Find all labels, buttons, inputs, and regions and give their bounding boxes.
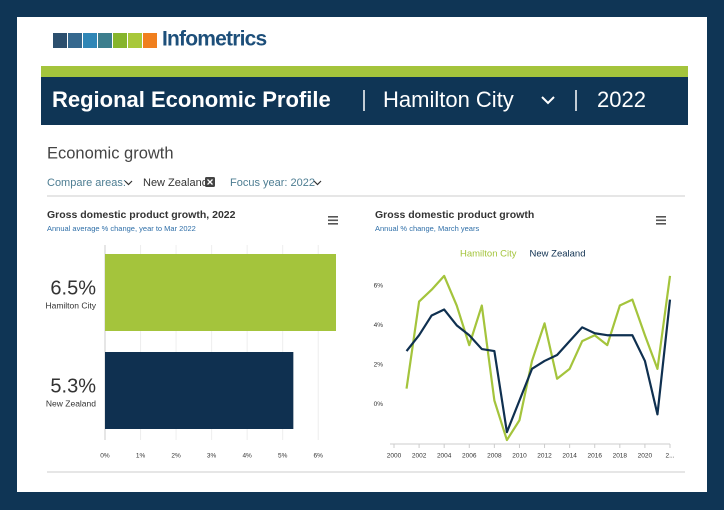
- category-label: Hamilton City: [45, 300, 96, 310]
- line: [405, 299, 672, 434]
- x-tick-label: 5%: [278, 453, 288, 460]
- x-tick-label: 4%: [242, 453, 252, 460]
- banner-title: Regional Economic Profile: [52, 87, 331, 112]
- logo-square: [68, 33, 82, 48]
- compare-label[interactable]: Compare areas:: [47, 177, 126, 189]
- x-tick-label: 2000: [387, 453, 402, 460]
- logo-square: [113, 33, 127, 48]
- x-tick-label: 0%: [100, 453, 110, 460]
- focus-year[interactable]: Focus year: 2022: [230, 177, 315, 189]
- menu-bar[interactable]: [328, 216, 338, 218]
- menu-icon[interactable]: [328, 216, 338, 225]
- x-tick-label: 1%: [136, 453, 146, 460]
- logo-square: [53, 33, 67, 48]
- logo-square: [83, 33, 97, 48]
- chart-subtitle: Annual average % change, year to Mar 202…: [47, 224, 196, 233]
- x-tick-label: 2002: [412, 453, 427, 460]
- region-select[interactable]: Hamilton City: [383, 87, 514, 112]
- y-tick-label: 2%: [374, 362, 384, 369]
- chart-title: Gross domestic product growth, 2022: [47, 209, 236, 221]
- chart-subtitle: Annual % change, March years: [375, 224, 479, 233]
- x-tick-label: 2014: [562, 453, 577, 460]
- x-tick-label: 2...: [665, 453, 674, 460]
- x-tick-label: 3%: [207, 453, 217, 460]
- y-tick-label: 6%: [374, 282, 384, 289]
- y-tick-label: 0%: [374, 401, 384, 408]
- line: [405, 274, 672, 442]
- bar: [105, 352, 294, 429]
- chart-title: Gross domestic product growth: [375, 209, 534, 221]
- category-label: New Zealand: [46, 398, 96, 408]
- x-tick-label: 2006: [462, 453, 477, 460]
- bar: [105, 254, 336, 331]
- chevron[interactable]: [124, 180, 133, 186]
- chip-remove-x[interactable]: [207, 179, 213, 185]
- value-label: 5.3%: [50, 375, 96, 397]
- x-tick-label: 2020: [638, 453, 653, 460]
- year-select[interactable]: 2022: [597, 87, 646, 112]
- logo: Infometrics: [53, 28, 267, 51]
- logo-square: [143, 33, 157, 48]
- chevron[interactable]: [313, 180, 322, 186]
- x-tick-label: 2010: [512, 453, 527, 460]
- legend-entry: Hamilton City: [460, 249, 517, 260]
- value-label: 6.5%: [50, 277, 96, 299]
- menu-bar[interactable]: [656, 216, 666, 218]
- y-tick-label: 4%: [374, 322, 384, 329]
- compare-chip[interactable]: New Zealand: [143, 177, 208, 189]
- menu-icon[interactable]: [656, 216, 666, 225]
- menu-bar[interactable]: [328, 219, 338, 222]
- legend-entry: New Zealand: [530, 249, 586, 260]
- x-tick-label: 2004: [437, 453, 452, 460]
- x-tick-label: 6%: [314, 453, 324, 460]
- x-tick-label: 2016: [587, 453, 602, 460]
- chevron[interactable]: [541, 96, 555, 105]
- x-tick-label: 2018: [613, 453, 628, 460]
- logo-square: [98, 33, 112, 48]
- x-tick-label: 2012: [537, 453, 552, 460]
- menu-bar[interactable]: [656, 219, 666, 222]
- menu-bar[interactable]: [328, 223, 338, 225]
- x-tick-label: 2008: [487, 453, 502, 460]
- menu-bar[interactable]: [656, 223, 666, 225]
- x-tick-label: 2%: [171, 453, 181, 460]
- logo-text: Infometrics: [162, 28, 267, 51]
- logo-square: [128, 33, 142, 48]
- section-title: Economic growth: [47, 144, 174, 162]
- banner-stripe: [41, 66, 688, 77]
